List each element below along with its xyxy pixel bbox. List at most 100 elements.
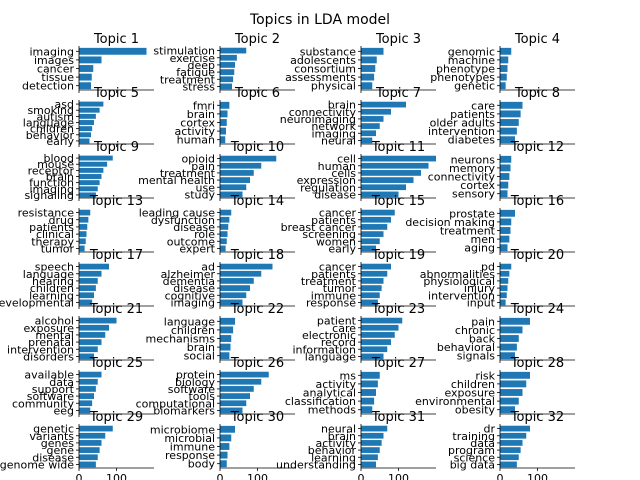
topic-bar xyxy=(220,263,273,270)
term-label: understanding xyxy=(276,458,356,471)
term-label: sensory xyxy=(452,188,495,201)
topic-bar xyxy=(79,353,94,360)
topic-bar xyxy=(361,317,403,324)
term-label: language xyxy=(164,315,215,328)
topic-bar xyxy=(79,192,96,198)
term-label: science xyxy=(454,451,496,464)
term-label: data xyxy=(470,437,495,450)
topic-bar xyxy=(361,209,395,216)
term-label: adolescents xyxy=(290,54,356,67)
term-label: signaling xyxy=(24,189,74,202)
x-tick-label: 0 xyxy=(497,472,504,480)
term-label: speech xyxy=(35,261,74,274)
topic-panel: Topic 1 imagingimagescancertissuedetectio… xyxy=(22,32,154,93)
term-label: imaging xyxy=(29,45,74,58)
term-label: big data xyxy=(450,458,495,471)
topic-bar xyxy=(79,386,96,392)
term-label: cancer xyxy=(37,63,75,76)
term-label: information xyxy=(293,343,357,356)
topic-bar xyxy=(220,110,228,118)
topic-bar xyxy=(79,292,94,299)
topic-bar xyxy=(361,238,380,245)
topic-bar xyxy=(220,371,269,378)
topic-bar xyxy=(220,170,254,176)
topic-bar xyxy=(220,393,250,399)
term-label: social xyxy=(184,350,215,363)
topic-panel: Topic 19 cancerpatientstreatmenttumorimmu… xyxy=(301,248,436,309)
topic-title: Topic 25 xyxy=(89,356,143,371)
topic-title: Topic 26 xyxy=(230,356,284,371)
topic-bar xyxy=(220,127,226,135)
topic-title: Topic 28 xyxy=(510,356,564,371)
term-label: chronic xyxy=(455,324,495,337)
topic-panel: Topic 20 pdabnormalitiesphysiologicalinju… xyxy=(420,248,575,309)
topic-title: Topic 23 xyxy=(371,302,425,317)
topic-bar xyxy=(361,397,375,405)
topic-title: Topic 14 xyxy=(230,194,284,209)
topic-bar xyxy=(79,407,91,414)
topic-bar xyxy=(220,386,254,392)
topic-bar xyxy=(500,110,521,118)
term-label: cortex xyxy=(180,117,215,130)
term-label: patients xyxy=(450,108,495,121)
topic-panel: Topic 23 patientcareelectronicrecordinfor… xyxy=(293,302,436,363)
term-label: fmri xyxy=(193,99,215,112)
topic-title: Topic 27 xyxy=(371,356,425,371)
term-label: variants xyxy=(29,430,74,443)
topic-bar xyxy=(79,174,102,179)
topic-bar xyxy=(79,461,96,468)
term-label: brain xyxy=(187,341,215,354)
topic-bar xyxy=(361,447,380,453)
topic-bar xyxy=(79,245,85,252)
term-label: injury xyxy=(464,282,496,295)
term-label: language xyxy=(23,268,74,281)
term-label: genome wide xyxy=(0,458,74,471)
term-label: men xyxy=(471,233,495,246)
topic-bar xyxy=(500,343,517,351)
topic-panel: Topic 31 neuralbrainactivitybehaviorlearn… xyxy=(276,410,436,480)
term-label: drug xyxy=(49,214,74,227)
topic-bar xyxy=(361,216,391,223)
term-label: learning xyxy=(29,289,74,302)
term-label: dementia xyxy=(163,275,215,288)
topic-panel: Topic 11 cellhumancellsexpressionregulati… xyxy=(297,140,436,201)
topic-title: Topic 4 xyxy=(514,32,560,47)
topic-panel: Topic 26 proteinbiologysoftwaretoolscompu… xyxy=(136,356,295,417)
topic-title: Topic 21 xyxy=(89,302,143,317)
term-label: activity xyxy=(174,125,215,138)
topic-bar xyxy=(500,299,506,306)
topic-bar xyxy=(79,393,94,399)
topic-bar xyxy=(220,299,243,306)
topic-bar xyxy=(79,425,113,432)
term-label: genetic xyxy=(33,423,74,436)
topic-title: Topic 24 xyxy=(510,302,564,317)
topic-bar xyxy=(361,82,373,90)
topic-bar xyxy=(220,76,234,83)
topic-bar xyxy=(361,73,375,81)
term-label: mental health xyxy=(138,174,215,187)
term-label: therapy xyxy=(31,235,74,248)
term-label: gene xyxy=(47,444,75,457)
topic-title: Topic 20 xyxy=(510,248,564,263)
term-label: cell xyxy=(337,153,356,166)
topic-bar xyxy=(220,155,277,162)
term-label: patients xyxy=(311,214,356,227)
topic-bar xyxy=(79,432,106,439)
term-label: immune xyxy=(311,289,356,302)
topic-bar xyxy=(220,83,232,90)
topic-bar xyxy=(500,285,508,291)
topic-bar xyxy=(79,346,98,353)
topic-title: Topic 11 xyxy=(371,140,425,155)
term-label: treatment xyxy=(160,73,216,86)
topic-bar xyxy=(361,278,384,284)
term-label: detection xyxy=(22,80,74,93)
topic-bar xyxy=(79,73,92,81)
figure-title: Topics in LDA model xyxy=(249,12,390,28)
term-label: use xyxy=(196,181,216,194)
topic-title: Topic 32 xyxy=(510,410,564,425)
term-label: function xyxy=(29,177,74,190)
topic-panel: Topic 17 speechlanguagehearingchildrenlea… xyxy=(0,248,154,309)
topic-bar xyxy=(220,54,237,61)
topic-panel: Topic 14 leading causedysfunctiondiseaser… xyxy=(139,194,295,255)
